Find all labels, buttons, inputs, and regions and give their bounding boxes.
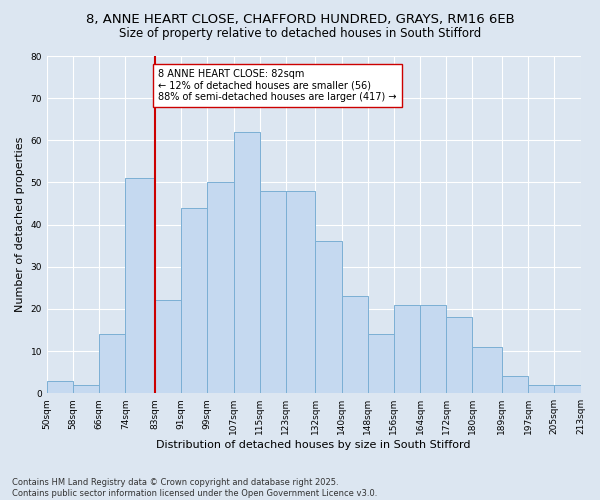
- Bar: [125, 178, 155, 393]
- Bar: [394, 304, 420, 393]
- Bar: [233, 132, 260, 393]
- Bar: [341, 296, 368, 393]
- Bar: [528, 385, 554, 393]
- Bar: [155, 300, 181, 393]
- Bar: [208, 182, 233, 393]
- Bar: [420, 304, 446, 393]
- Bar: [316, 242, 341, 393]
- Bar: [47, 380, 73, 393]
- Text: Size of property relative to detached houses in South Stifford: Size of property relative to detached ho…: [119, 28, 481, 40]
- Bar: [368, 334, 394, 393]
- Bar: [286, 191, 316, 393]
- Bar: [554, 385, 581, 393]
- Bar: [73, 385, 99, 393]
- Text: Contains HM Land Registry data © Crown copyright and database right 2025.
Contai: Contains HM Land Registry data © Crown c…: [12, 478, 377, 498]
- Bar: [446, 318, 472, 393]
- Bar: [502, 376, 528, 393]
- Bar: [260, 191, 286, 393]
- Text: 8, ANNE HEART CLOSE, CHAFFORD HUNDRED, GRAYS, RM16 6EB: 8, ANNE HEART CLOSE, CHAFFORD HUNDRED, G…: [86, 12, 514, 26]
- Bar: [181, 208, 208, 393]
- Y-axis label: Number of detached properties: Number of detached properties: [15, 137, 25, 312]
- Bar: [99, 334, 125, 393]
- X-axis label: Distribution of detached houses by size in South Stifford: Distribution of detached houses by size …: [157, 440, 471, 450]
- Text: 8 ANNE HEART CLOSE: 82sqm
← 12% of detached houses are smaller (56)
88% of semi-: 8 ANNE HEART CLOSE: 82sqm ← 12% of detac…: [158, 68, 397, 102]
- Bar: [472, 347, 502, 393]
